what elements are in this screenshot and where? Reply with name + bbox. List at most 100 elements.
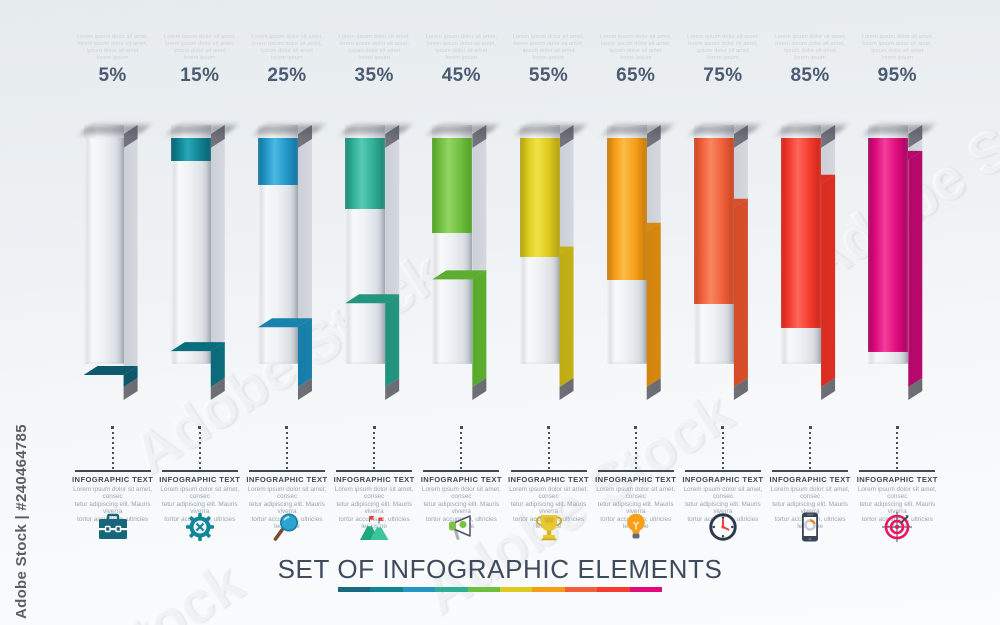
top-caption-text: Lorem ipsum dolor sit amet, lorem ipsum … (687, 34, 759, 61)
connector-dot (198, 426, 202, 429)
percent-label: 95% (877, 65, 917, 86)
bar-column-3d (864, 125, 935, 417)
gear-icon (182, 509, 218, 545)
infographic-items-row: Lorem ipsum dolor sit amet, lorem ipsum … (69, 0, 941, 625)
connector-dotted-line (198, 432, 201, 470)
color-strip (338, 587, 663, 592)
connector-dotted-line (809, 432, 812, 470)
caption-title: INFOGRAPHIC TEXT (159, 475, 241, 484)
bar-column-3d (777, 125, 848, 417)
infographic-item: Lorem ipsum dolor sit amet, lorem ipsum … (767, 0, 854, 625)
infographic-item: Lorem ipsum dolor sit amet, lorem ipsum … (69, 0, 156, 625)
color-strip-segment (402, 587, 436, 592)
percent-label: 35% (354, 65, 394, 86)
caption-title: INFOGRAPHIC TEXT (856, 475, 938, 484)
color-strip-segment (435, 587, 468, 592)
stock-id-watermark: Adobe Stock | #240464785 (13, 424, 30, 619)
infographic-item: Lorem ipsum dolor sit amet, lorem ipsum … (243, 0, 330, 625)
bar-column-3d (341, 125, 412, 417)
bar-column-3d (79, 125, 150, 417)
percent-label: 85% (790, 65, 830, 86)
caption-divider (423, 470, 500, 472)
connector-dotted-line (285, 432, 288, 470)
connector-dot (111, 426, 115, 429)
magnifier-icon (269, 509, 305, 545)
caption-divider (597, 470, 674, 472)
caption-title: INFOGRAPHIC TEXT (507, 475, 590, 484)
mountains-icon (356, 509, 392, 545)
lightbulb-icon (618, 509, 654, 545)
bar-column-3d (689, 125, 760, 417)
top-caption-text: Lorem ipsum dolor sit amet, lorem ipsum … (861, 34, 934, 61)
infographic-item: Lorem ipsum dolor sit amet, lorem ipsum … (505, 0, 592, 625)
infographic-item: Lorem ipsum dolor sit amet, lorem ipsum … (418, 0, 505, 625)
connector-dotted-line (373, 432, 376, 470)
color-strip-segment (370, 587, 403, 592)
connector-dot (895, 426, 899, 429)
caption-title: INFOGRAPHIC TEXT (420, 475, 502, 484)
caption-divider (161, 470, 238, 472)
top-caption-text: Lorem ipsum dolor sit amet, lorem ipsum … (512, 34, 585, 61)
caption-title: INFOGRAPHIC TEXT (246, 475, 328, 484)
caption-body: Lorem ipsum dolor sit amet, consec tetur… (857, 486, 937, 530)
color-strip-segment (629, 587, 663, 592)
percent-label: 45% (441, 65, 481, 86)
caption-divider (336, 470, 413, 472)
top-caption-text: Lorem ipsum dolor sit amet, lorem ipsum … (164, 34, 236, 61)
target-icon (879, 509, 915, 545)
bar-column-3d (602, 125, 673, 417)
connector-dotted-line (721, 432, 724, 470)
caption-divider (772, 470, 849, 472)
connector-dotted-line (111, 432, 114, 470)
caption-title: INFOGRAPHIC TEXT (682, 475, 764, 484)
bar-column-3d (515, 125, 586, 417)
connector-dot (808, 426, 812, 429)
top-caption-text: Lorem ipsum dolor sit amet, lorem ipsum … (251, 34, 323, 61)
connector-dot (372, 426, 376, 429)
smartphone-icon (792, 509, 828, 545)
caption-divider (684, 470, 761, 472)
megaphone-icon (443, 509, 479, 545)
trophy-icon (531, 509, 567, 545)
connector-dotted-line (634, 432, 637, 470)
top-caption-text: Lorem ipsum dolor sit amet, lorem ipsum … (425, 34, 498, 61)
color-strip-segment (338, 587, 371, 592)
top-caption-text: Lorem ipsum dolor sit amet, lorem ipsum … (76, 34, 149, 61)
bar-column-3d (428, 125, 499, 417)
color-strip-segment (532, 587, 565, 592)
page-title: SET OF INFOGRAPHIC ELEMENTS (277, 554, 723, 584)
top-caption-text: Lorem ipsum dolor sit amet, lorem ipsum … (338, 34, 410, 61)
infographic-item: Lorem ipsum dolor sit amet, lorem ipsum … (854, 0, 941, 625)
caption-divider (510, 470, 587, 472)
bar-column-3d (166, 125, 237, 417)
caption-divider (859, 470, 936, 472)
color-strip-segment (597, 587, 630, 592)
color-strip-segment (500, 587, 533, 592)
connector-dotted-line (460, 432, 463, 470)
connector-dotted-line (547, 432, 550, 470)
top-caption-text: Lorem ipsum dolor sit amet, lorem ipsum … (599, 34, 672, 61)
connector-dot (459, 426, 463, 429)
briefcase-icon (95, 509, 131, 545)
top-caption-text: Lorem ipsum dolor sit amet, lorem ipsum … (774, 34, 846, 61)
percent-label: 75% (703, 65, 743, 86)
color-strip-segment (467, 587, 501, 592)
connector-dot (285, 426, 289, 429)
bar-column-3d (253, 125, 325, 417)
infographic-item: Lorem ipsum dolor sit amet, lorem ipsum … (592, 0, 679, 625)
caption-divider (248, 470, 325, 472)
percent-label: 15% (180, 65, 220, 86)
connector-dot (634, 426, 638, 429)
caption-divider (74, 470, 151, 472)
color-strip-segment (564, 587, 598, 592)
percent-label: 5% (98, 65, 127, 86)
connector-dot (547, 426, 551, 429)
clock-icon (705, 509, 741, 545)
percent-label: 25% (267, 65, 307, 86)
infographic-item: Lorem ipsum dolor sit amet, lorem ipsum … (679, 0, 766, 625)
caption-title: INFOGRAPHIC TEXT (769, 475, 851, 484)
connector-dotted-line (896, 432, 899, 470)
caption-title: INFOGRAPHIC TEXT (595, 475, 677, 484)
infographic-item: Lorem ipsum dolor sit amet, lorem ipsum … (156, 0, 243, 625)
